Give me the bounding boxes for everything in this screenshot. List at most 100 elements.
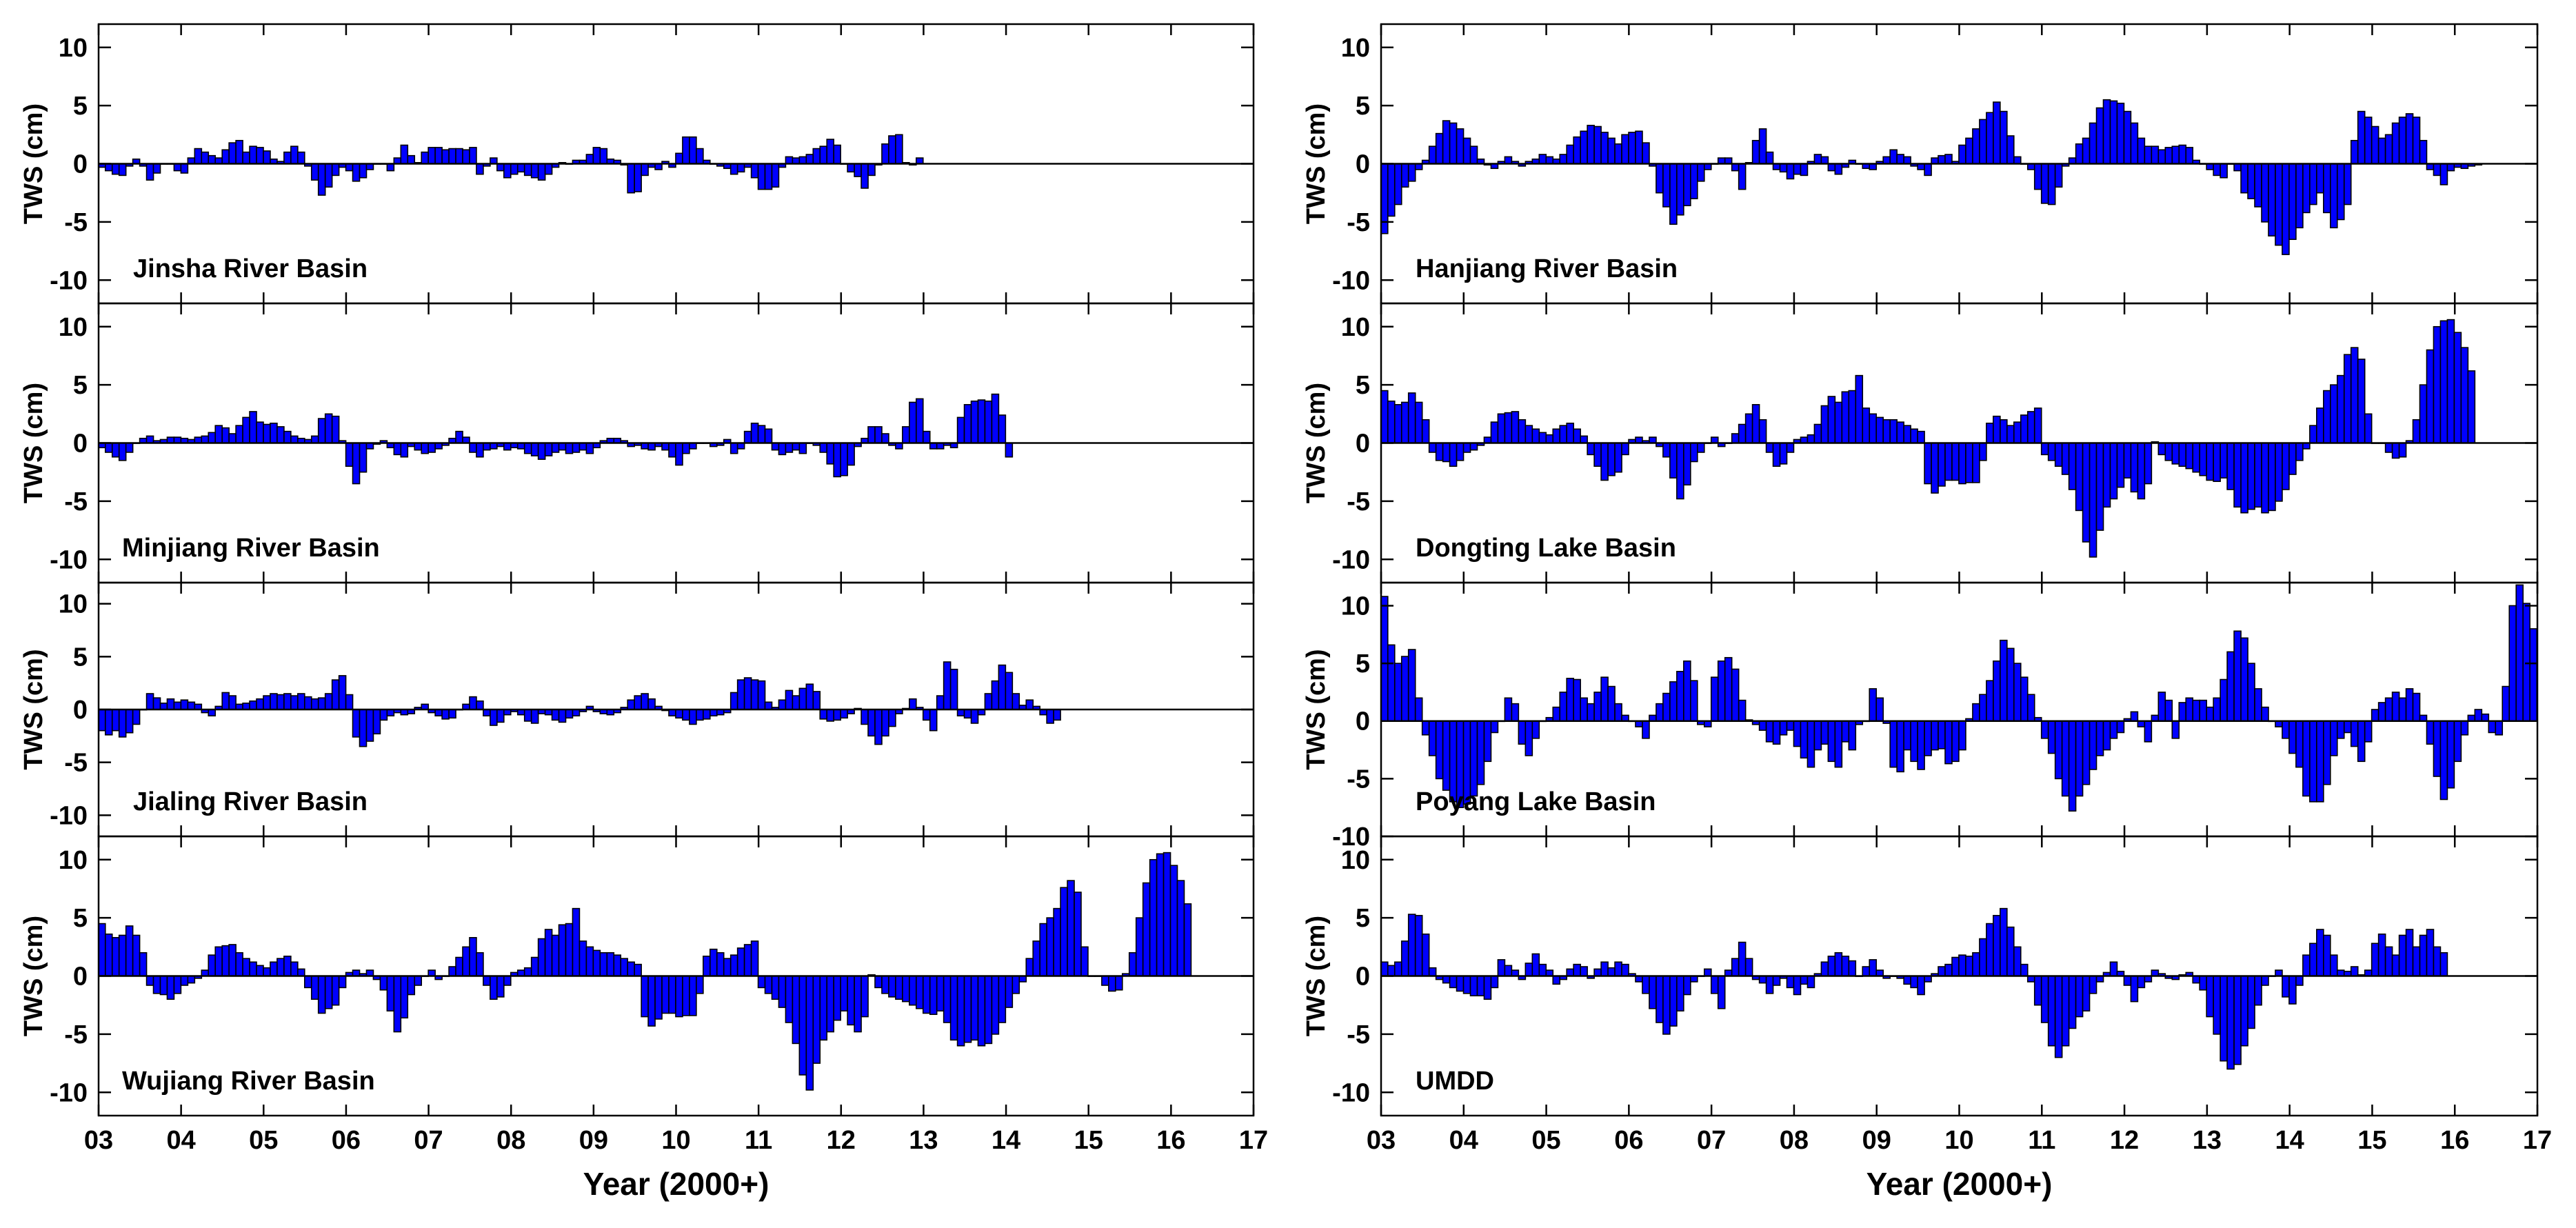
- data-bar: [290, 145, 299, 165]
- data-bar: [1490, 975, 1499, 989]
- y-tick-label: -10: [50, 801, 88, 830]
- data-bar: [2282, 442, 2290, 490]
- data-bar: [2082, 442, 2091, 543]
- data-bar: [208, 709, 217, 716]
- data-bar: [792, 975, 801, 1045]
- data-bar: [1889, 720, 1898, 768]
- data-bar: [2275, 720, 2283, 727]
- data-bar: [483, 709, 491, 716]
- data-bar: [2350, 720, 2359, 747]
- data-bar: [1545, 434, 1554, 444]
- data-bar: [1545, 156, 1554, 165]
- data-bar: [256, 421, 264, 444]
- data-bar: [228, 142, 237, 165]
- data-bar: [1476, 720, 1485, 785]
- data-bar: [881, 433, 889, 444]
- data-bar: [578, 442, 587, 451]
- data-bar: [490, 157, 498, 165]
- data-bar: [1813, 720, 1822, 751]
- data-bar: [764, 975, 773, 994]
- data-bar: [2329, 720, 2338, 756]
- data-bar: [1642, 142, 1650, 165]
- data-bar: [242, 958, 250, 977]
- data-bar: [826, 442, 834, 465]
- data-bar: [228, 433, 237, 444]
- data-bar: [2102, 720, 2111, 751]
- data-bar: [1580, 435, 1588, 444]
- chart-panel: -10 -5 0 5 10 TWS (cm) Minjiang River Basin: [19, 302, 1255, 584]
- data-bar: [1993, 101, 2001, 165]
- data-bar: [1531, 953, 1540, 977]
- data-bar: [1751, 404, 1760, 444]
- data-bar: [235, 425, 243, 444]
- data-bar: [1910, 720, 1918, 763]
- data-bar: [1642, 720, 1650, 739]
- data-bar: [1593, 442, 1602, 467]
- data-bar: [1414, 401, 1423, 444]
- data-bar: [2185, 147, 2194, 165]
- data-bar: [2275, 442, 2283, 502]
- data-bar: [1882, 156, 1891, 165]
- data-bar: [572, 907, 581, 977]
- data-bar: [1400, 163, 1409, 188]
- data-bar: [2164, 147, 2173, 165]
- data-bar: [1917, 975, 1925, 996]
- data-bar: [1538, 432, 1547, 444]
- data-bar: [2357, 110, 2366, 165]
- data-bar: [1917, 163, 1925, 170]
- y-tick-label: 5: [73, 92, 88, 121]
- data-bar: [2384, 946, 2393, 977]
- y-tick-label: 10: [1341, 846, 1370, 875]
- data-bar: [1531, 720, 1540, 739]
- data-bar: [2192, 975, 2200, 984]
- data-bar: [1807, 975, 1815, 989]
- data-bar: [2075, 975, 2084, 1018]
- data-bar: [1656, 703, 1664, 722]
- data-bar: [970, 709, 979, 724]
- data-bar: [490, 442, 498, 450]
- data-bar: [523, 709, 532, 722]
- data-bar: [847, 163, 855, 173]
- data-bar: [490, 709, 498, 726]
- x-tick-label: 09: [579, 1126, 608, 1155]
- data-bar: [1462, 137, 1471, 165]
- data-bar: [1910, 975, 1918, 989]
- data-bar: [455, 148, 463, 165]
- data-bar: [1511, 969, 1520, 977]
- data-bar: [242, 702, 250, 710]
- data-bar: [1703, 163, 1712, 170]
- data-bar: [682, 442, 690, 454]
- data-bar: [1400, 656, 1409, 722]
- data-bar: [104, 709, 113, 736]
- data-bar: [558, 924, 567, 977]
- data-bar: [1504, 156, 1513, 165]
- data-bar: [922, 975, 931, 1014]
- data-bar: [537, 938, 546, 977]
- data-bar: [736, 163, 745, 173]
- data-bar: [2268, 163, 2276, 236]
- data-bar: [2391, 692, 2400, 722]
- y-tick-label: 5: [73, 371, 88, 400]
- data-bar: [516, 442, 525, 450]
- data-bar: [984, 975, 993, 1045]
- data-bar: [118, 709, 127, 738]
- data-bar: [242, 416, 250, 444]
- data-bar: [469, 696, 477, 710]
- data-bar: [1758, 975, 1767, 984]
- data-bar: [1628, 132, 1636, 165]
- data-bar: [503, 442, 512, 451]
- data-bar: [145, 693, 154, 710]
- data-bar: [743, 430, 752, 444]
- data-bar: [1393, 163, 1402, 205]
- data-bar: [840, 442, 848, 476]
- data-bar: [476, 952, 484, 977]
- data-bar: [729, 954, 738, 977]
- data-bar: [2192, 699, 2200, 722]
- data-bar: [826, 139, 834, 165]
- data-bar: [2275, 163, 2283, 246]
- data-bar: [1025, 958, 1034, 977]
- data-bar: [736, 679, 745, 710]
- x-tick-label: 16: [2440, 1126, 2469, 1155]
- data-bar: [2371, 943, 2379, 977]
- data-bar: [1765, 720, 1774, 743]
